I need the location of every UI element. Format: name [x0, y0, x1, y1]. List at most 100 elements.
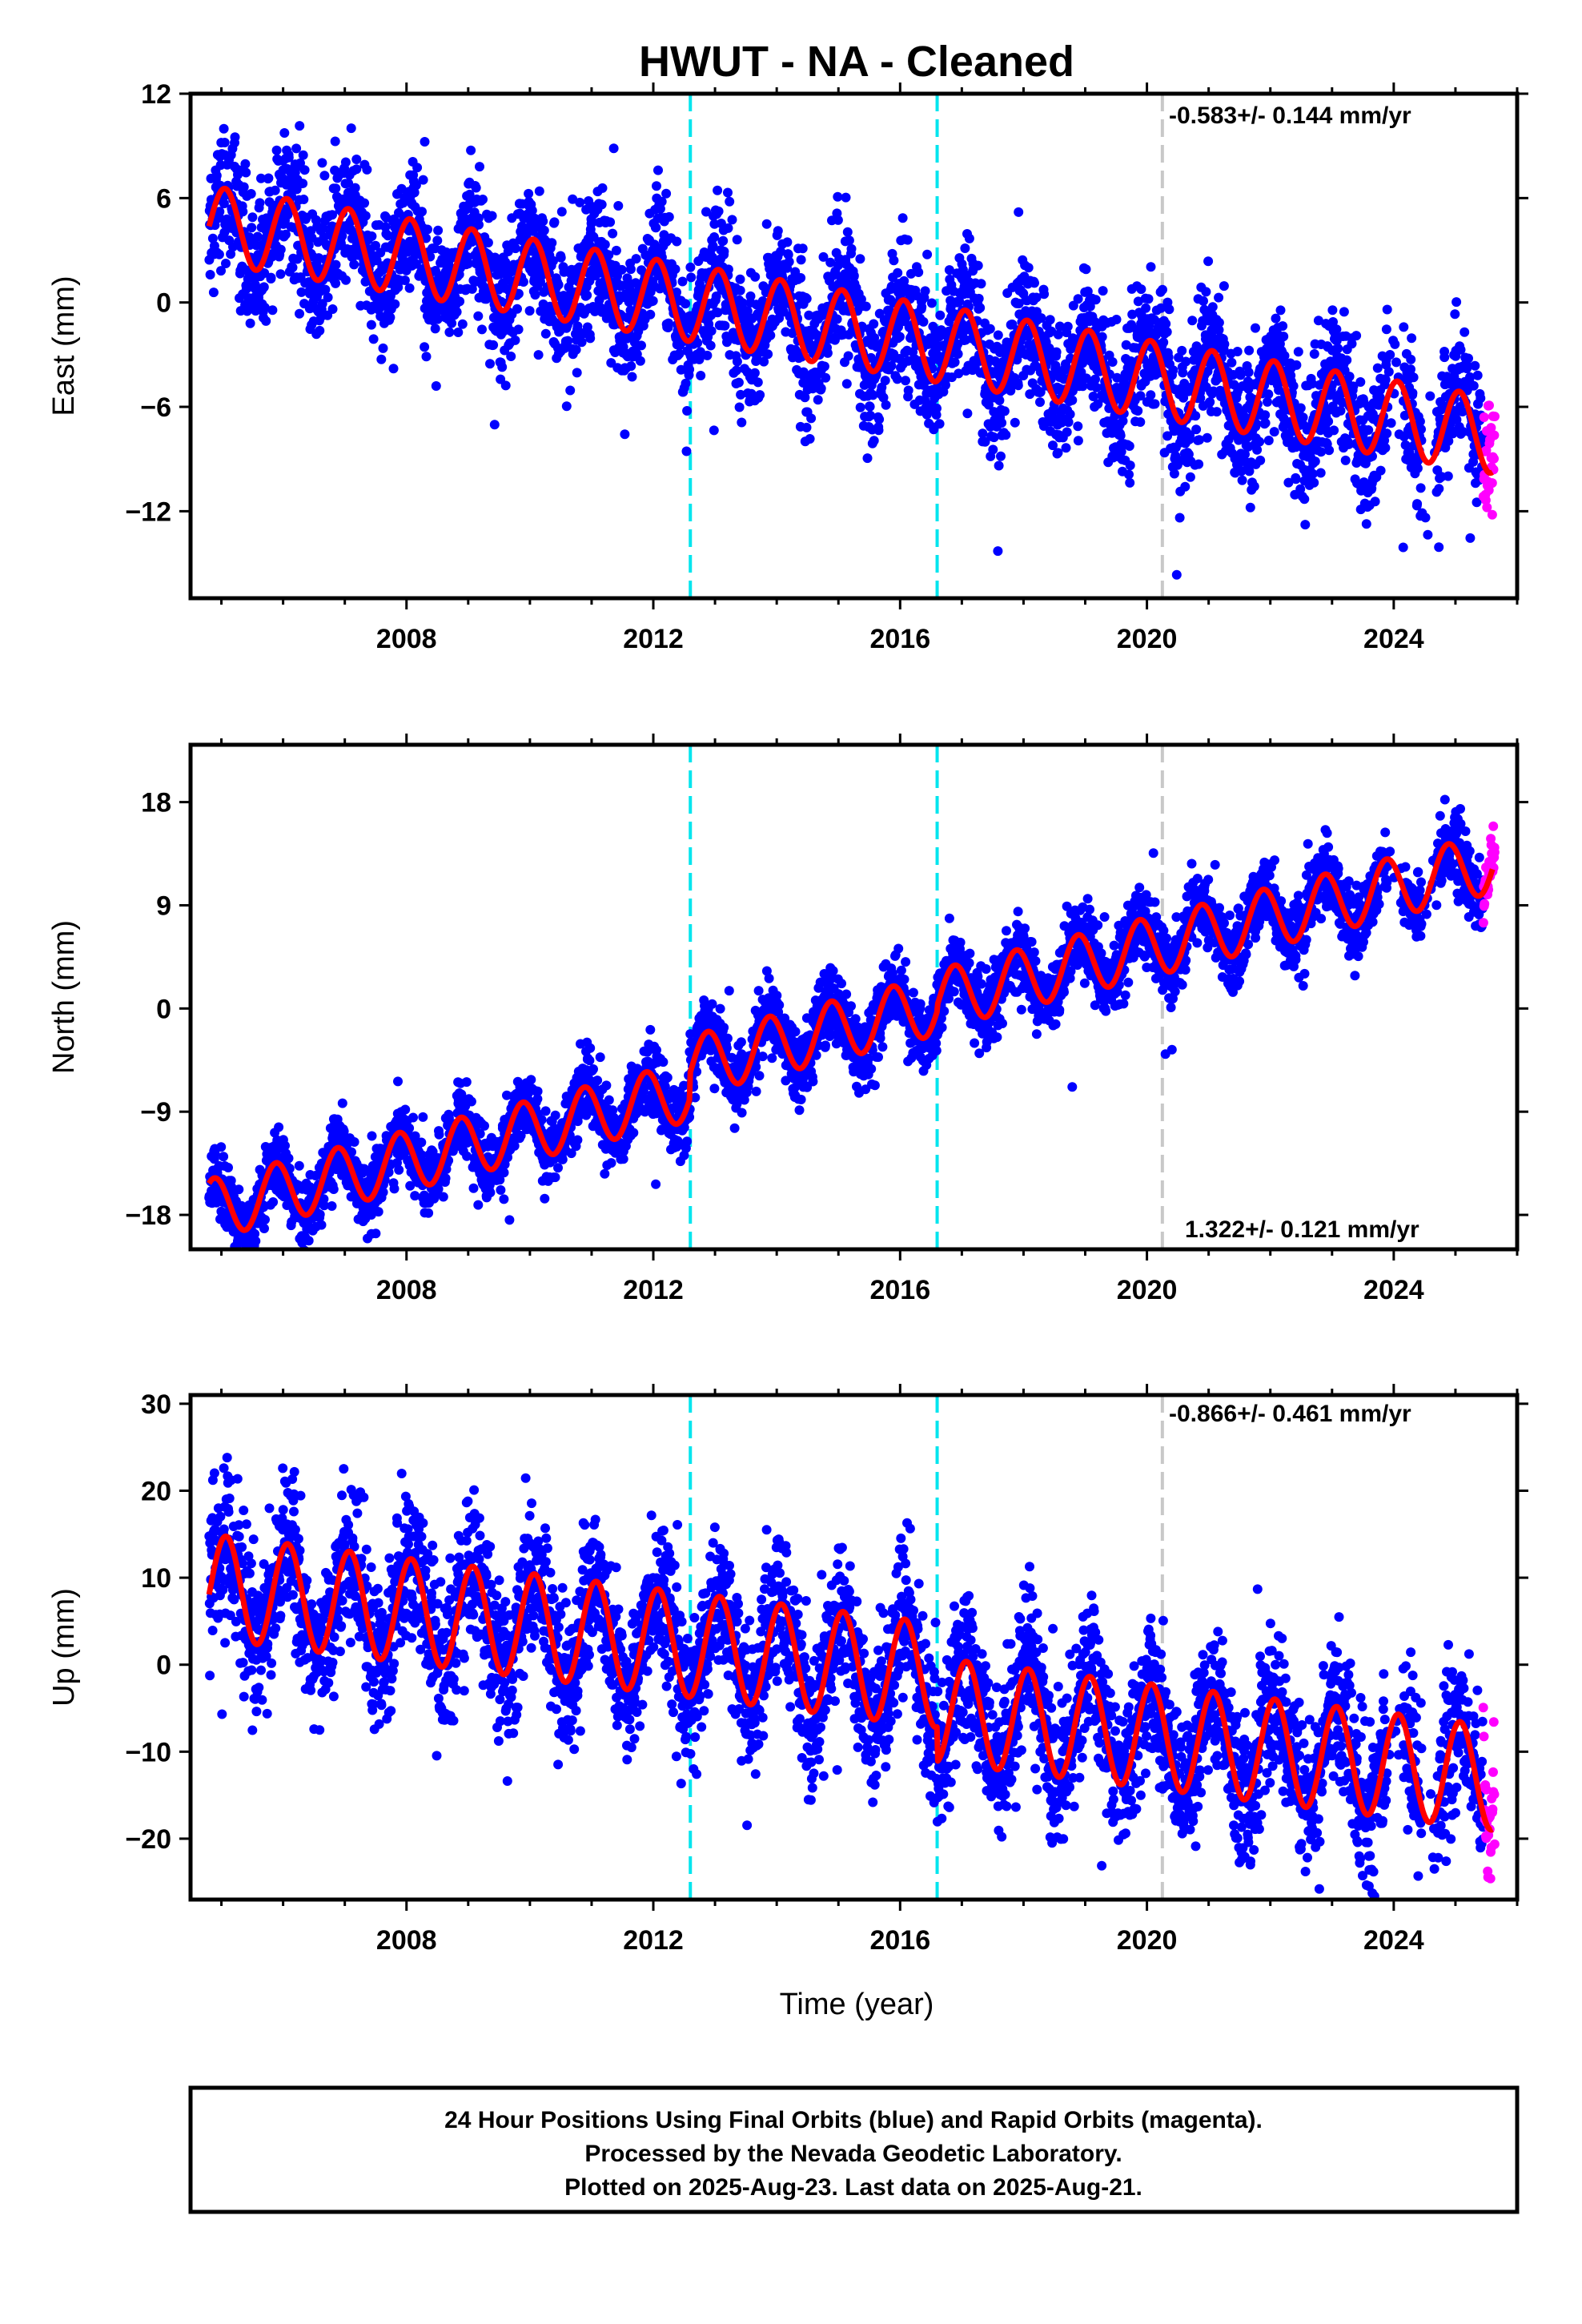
data-point — [844, 235, 854, 246]
data-point — [759, 356, 769, 367]
data-point — [280, 229, 291, 239]
data-point — [586, 219, 596, 228]
data-point — [534, 186, 544, 196]
data-point — [894, 332, 905, 342]
data-point — [843, 351, 853, 361]
data-point — [625, 264, 636, 275]
data-point — [1073, 294, 1083, 304]
data-point — [547, 238, 557, 248]
data-point — [527, 205, 537, 215]
data-point — [1464, 353, 1473, 364]
data-point — [1489, 453, 1499, 464]
data-point — [371, 240, 380, 251]
data-point — [627, 372, 637, 382]
data-point — [978, 428, 988, 439]
data-point — [1423, 529, 1433, 540]
data-point — [433, 225, 444, 235]
data-point — [247, 1250, 256, 1260]
data-point — [996, 451, 1006, 461]
data-point — [1398, 542, 1408, 553]
data-point — [518, 277, 528, 287]
data-point — [1255, 455, 1266, 465]
data-point — [720, 320, 730, 331]
data-point — [735, 285, 745, 296]
data-point — [1340, 455, 1351, 465]
data-point — [489, 420, 500, 430]
data-point — [713, 206, 724, 216]
data-point — [1415, 483, 1426, 493]
data-point — [316, 1220, 327, 1230]
data-point — [230, 1253, 239, 1263]
data-point — [540, 328, 551, 339]
data-point — [855, 402, 865, 412]
data-point — [246, 189, 256, 199]
data-point — [905, 268, 916, 279]
data-point — [652, 181, 661, 191]
data-point — [1351, 331, 1362, 341]
data-point — [1035, 397, 1045, 408]
data-point — [538, 216, 548, 227]
data-point — [1207, 302, 1218, 312]
data-point — [782, 237, 793, 247]
data-point — [221, 259, 231, 268]
data-point — [1251, 323, 1260, 333]
data-point — [648, 296, 658, 306]
data-point — [1260, 418, 1271, 428]
data-point — [776, 247, 786, 257]
data-point — [1219, 281, 1229, 292]
data-point — [681, 446, 692, 456]
data-point — [317, 158, 327, 168]
data-point — [635, 356, 645, 366]
data-point — [869, 319, 879, 329]
data-point — [1243, 367, 1254, 377]
data-point — [261, 316, 271, 326]
data-point — [783, 250, 793, 259]
data-point — [341, 275, 351, 285]
data-point — [1383, 367, 1394, 377]
data-point — [1407, 388, 1418, 398]
data-point — [279, 128, 290, 138]
data-point — [709, 232, 720, 242]
data-point — [464, 189, 475, 199]
data-point — [1380, 443, 1391, 453]
data-point — [661, 188, 672, 199]
data-point — [693, 338, 703, 348]
data-point — [394, 1164, 404, 1175]
data-point — [331, 259, 341, 270]
data-point — [274, 1122, 284, 1132]
data-point — [1375, 465, 1386, 476]
data-point — [1470, 360, 1480, 371]
data-point — [1169, 468, 1179, 479]
data-point — [400, 1104, 411, 1115]
data-point — [390, 299, 400, 309]
data-point — [319, 171, 330, 181]
data-point — [960, 243, 970, 253]
data-point — [1187, 316, 1198, 326]
data-point — [1316, 447, 1327, 457]
data-point — [685, 262, 696, 272]
data-point — [796, 273, 806, 283]
data-point — [920, 286, 930, 296]
data-point — [1450, 309, 1460, 320]
data-point — [223, 1163, 233, 1172]
data-point — [932, 403, 942, 413]
data-point — [1390, 339, 1400, 349]
data-point — [283, 152, 294, 163]
data-point — [711, 292, 721, 301]
data-point — [672, 287, 681, 297]
data-point — [1468, 380, 1479, 391]
data-point — [385, 312, 396, 323]
data-point — [1329, 425, 1339, 436]
data-point — [1271, 313, 1281, 324]
data-point — [208, 287, 219, 298]
data-point — [299, 165, 310, 175]
data-point — [934, 419, 945, 429]
data-point — [674, 348, 685, 359]
data-point — [1146, 262, 1156, 272]
data-point — [524, 306, 535, 316]
data-point — [1174, 513, 1185, 523]
data-point — [267, 305, 278, 316]
final-orbit-points — [204, 794, 1488, 1263]
data-point — [1023, 263, 1034, 273]
data-point — [230, 132, 240, 143]
